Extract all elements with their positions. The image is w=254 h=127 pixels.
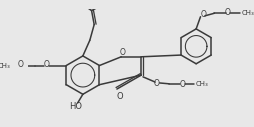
Text: O: O	[120, 48, 125, 57]
Text: CH₃: CH₃	[240, 10, 253, 16]
Text: O: O	[18, 60, 24, 69]
Text: HO: HO	[69, 102, 82, 111]
Text: O: O	[116, 92, 122, 100]
Text: O: O	[153, 79, 159, 88]
Text: O: O	[199, 10, 205, 19]
Text: CH₃: CH₃	[195, 81, 208, 87]
Text: O: O	[43, 60, 49, 69]
Text: O: O	[224, 8, 230, 17]
Text: O: O	[179, 80, 184, 89]
Text: CH₃: CH₃	[0, 62, 11, 69]
